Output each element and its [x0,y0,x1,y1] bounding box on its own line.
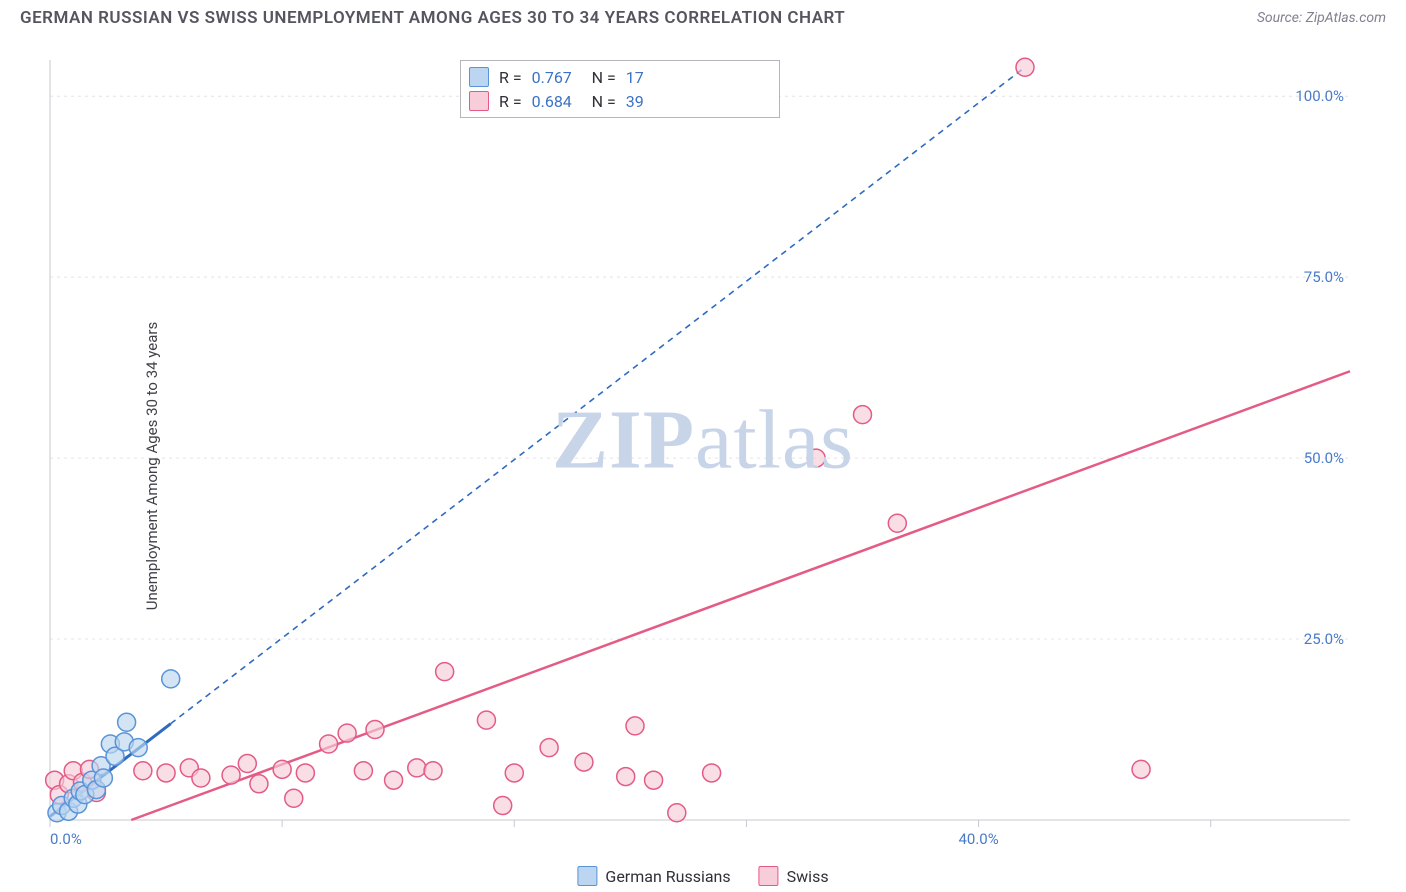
stats-n-label: N = [592,92,616,111]
scatter-plot: 25.0% 50.0% 75.0% 100.0% 0.0% 40.0% [0,40,1406,872]
legend-label-swiss: Swiss [787,867,829,886]
y-axis-label: Unemployment Among Ages 30 to 34 years [143,322,161,610]
legend-swatch-german_russians [577,866,597,886]
stats-r-value-swiss: 0.684 [532,92,582,111]
stats-row-german_russians: R = 0.767 N = 17 [469,65,771,89]
stats-swatch-swiss [469,91,489,111]
legend-label-german_russians: German Russians [605,867,730,886]
stats-legend-box: R = 0.767 N = 17 R = 0.684 N = 39 [460,60,780,118]
svg-text:100.0%: 100.0% [1295,87,1344,105]
stats-r-label: R = [499,92,522,111]
svg-text:50.0%: 50.0% [1304,449,1344,467]
legend-item-german_russians: German Russians [577,866,730,886]
source-credit: Source: ZipAtlas.com [1257,10,1386,26]
chart-container: Unemployment Among Ages 30 to 34 years 2… [0,40,1406,892]
chart-title: GERMAN RUSSIAN VS SWISS UNEMPLOYMENT AMO… [20,8,845,28]
stats-r-value-german_russians: 0.767 [532,68,582,87]
series-legend: German Russians Swiss [577,866,828,886]
svg-text:25.0%: 25.0% [1304,630,1344,648]
stats-n-value-swiss: 39 [626,92,676,111]
legend-item-swiss: Swiss [759,866,829,886]
stats-r-label: R = [499,68,522,87]
svg-text:75.0%: 75.0% [1304,268,1344,286]
stats-n-value-german_russians: 17 [626,68,676,87]
svg-text:0.0%: 0.0% [50,830,82,848]
stats-n-label: N = [592,68,616,87]
stats-row-swiss: R = 0.684 N = 39 [469,89,771,113]
legend-swatch-swiss [759,866,779,886]
svg-text:40.0%: 40.0% [958,830,998,848]
stats-swatch-german_russians [469,67,489,87]
